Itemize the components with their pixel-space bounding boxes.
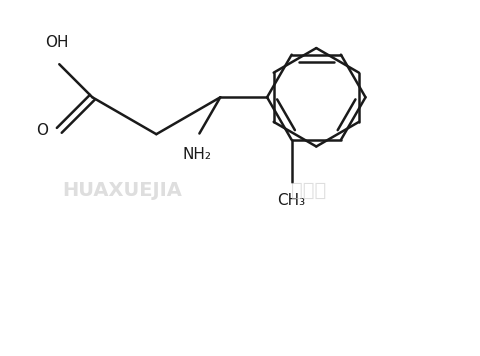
Text: OH: OH	[45, 36, 69, 51]
Text: CH₃: CH₃	[277, 193, 306, 208]
Text: 化学加: 化学加	[291, 181, 326, 200]
Text: O: O	[36, 123, 48, 138]
Text: HUAXUEJIA: HUAXUEJIA	[62, 181, 182, 200]
Text: NH₂: NH₂	[182, 147, 211, 162]
